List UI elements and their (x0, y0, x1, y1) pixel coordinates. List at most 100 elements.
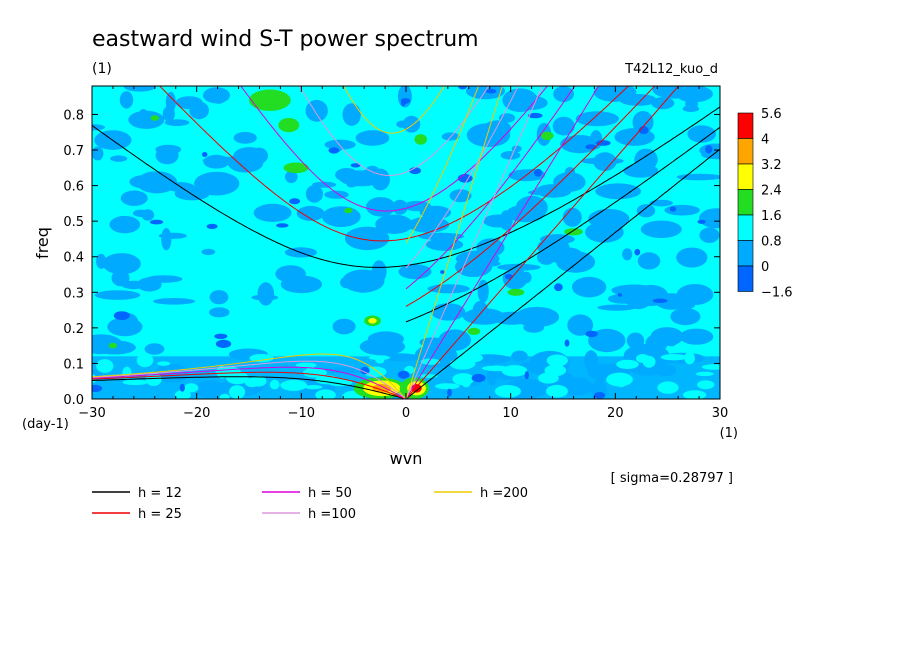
contour-low (109, 215, 141, 234)
dispersion-curve-undefined-1-kelvin (405, 86, 680, 399)
contour-low (623, 163, 659, 178)
y-tick-label: 0.1 (63, 357, 84, 372)
x-axis-label: wvn (390, 449, 423, 468)
y-tick-label: 0.3 (63, 286, 84, 301)
contour-min (669, 206, 677, 212)
contour-low (651, 97, 675, 110)
contour-min (585, 144, 597, 150)
y-axis-unit: (day-1) (22, 417, 69, 432)
dispersion-curve-undefined-3-rossby (92, 360, 407, 399)
contour-low (344, 226, 390, 251)
legend-label: h = 12 (138, 486, 182, 501)
contour-low (342, 103, 361, 126)
contour-min (440, 270, 445, 274)
contour-mid (229, 385, 246, 399)
contour-low (158, 232, 187, 239)
contour-min (554, 283, 563, 292)
contour-mid (250, 375, 267, 387)
contour-min (505, 273, 513, 280)
contour-low (523, 322, 545, 333)
colorbar-label: 0 (761, 260, 769, 275)
contour-low (201, 248, 216, 256)
contour-min (149, 219, 164, 225)
contour-low (175, 96, 203, 109)
plot-area (91, 85, 721, 400)
contour-mid (642, 355, 656, 368)
contour-high (108, 342, 118, 349)
dispersion-curve-undefined-3-ig (298, 86, 490, 176)
colorbar: 5.6 4 3.2 2.4 1.6 0.8 0 −1.6 (737, 107, 793, 301)
contour-mid (435, 383, 460, 390)
colorbar-swatch (737, 214, 754, 241)
contour-min (92, 384, 103, 392)
colorbar-swatch (737, 112, 754, 139)
contour-low (679, 328, 714, 345)
contour-mid (683, 390, 707, 399)
contour-min (634, 248, 641, 256)
chart-title: eastward wind S-T power spectrum (92, 27, 479, 52)
contour-low (492, 311, 533, 325)
contour-mid (315, 389, 336, 399)
contour-low (94, 290, 141, 300)
contour-min (585, 330, 598, 338)
x-axis-unit: (1) (720, 426, 738, 441)
contour-low (585, 221, 624, 243)
colorbar-label: 3.2 (761, 158, 782, 173)
contour-low (419, 205, 452, 220)
contour-low (640, 220, 682, 238)
contour-mid (184, 383, 199, 393)
contour-high (372, 384, 392, 393)
contour-mid (616, 359, 639, 369)
contour-low (483, 214, 513, 228)
contour-low (636, 204, 656, 218)
dispersion-curve-undefined-4-mrg (405, 86, 480, 244)
contour-low (96, 253, 107, 269)
contour-low (670, 308, 701, 326)
contour-low (465, 86, 506, 100)
title-unit: (1) (92, 61, 112, 77)
contour-low (664, 204, 700, 216)
x-tick-label: 20 (607, 406, 624, 421)
contour-mid (122, 379, 148, 386)
contour-low (155, 146, 179, 165)
contour-low (211, 88, 227, 104)
contour-low (92, 146, 104, 161)
contour-low (699, 208, 720, 229)
contour-min (289, 198, 301, 205)
contour-low (649, 199, 673, 207)
dispersion-curve-undefined-1-ig (159, 86, 630, 242)
contour-mid (546, 384, 568, 398)
contour-mid (606, 372, 633, 387)
contour-low (640, 254, 656, 268)
contour-low (253, 203, 292, 222)
contour-high (414, 134, 428, 145)
contour-low (682, 105, 700, 112)
contour-low (676, 284, 714, 305)
dispersion-curve-undefined-3-kelvin (405, 86, 543, 399)
contour-low (145, 275, 183, 283)
dispersion-curve-undefined-4-ig (343, 86, 445, 134)
contour-low (537, 237, 570, 257)
contour-low (257, 282, 275, 306)
contour-min (652, 298, 668, 303)
contour-low (597, 304, 636, 311)
contour-low (332, 318, 356, 335)
contour-min (524, 371, 529, 380)
contour-mid (174, 390, 191, 399)
contour-low (500, 151, 521, 160)
contour-mid (449, 358, 476, 370)
contour-min (328, 147, 340, 154)
colorbar-label: 5.6 (761, 107, 782, 122)
contour-low (161, 227, 172, 251)
contour-mid (660, 354, 687, 361)
contour-min (458, 86, 467, 90)
contour-min (214, 333, 228, 339)
contour-low (676, 247, 708, 268)
colorbar-swatch (737, 240, 754, 267)
legend-label: h =100 (308, 507, 356, 522)
contour-min (638, 126, 649, 135)
legend-label: h = 50 (308, 486, 352, 501)
contour-low (575, 111, 619, 127)
contour-mid (501, 365, 528, 377)
